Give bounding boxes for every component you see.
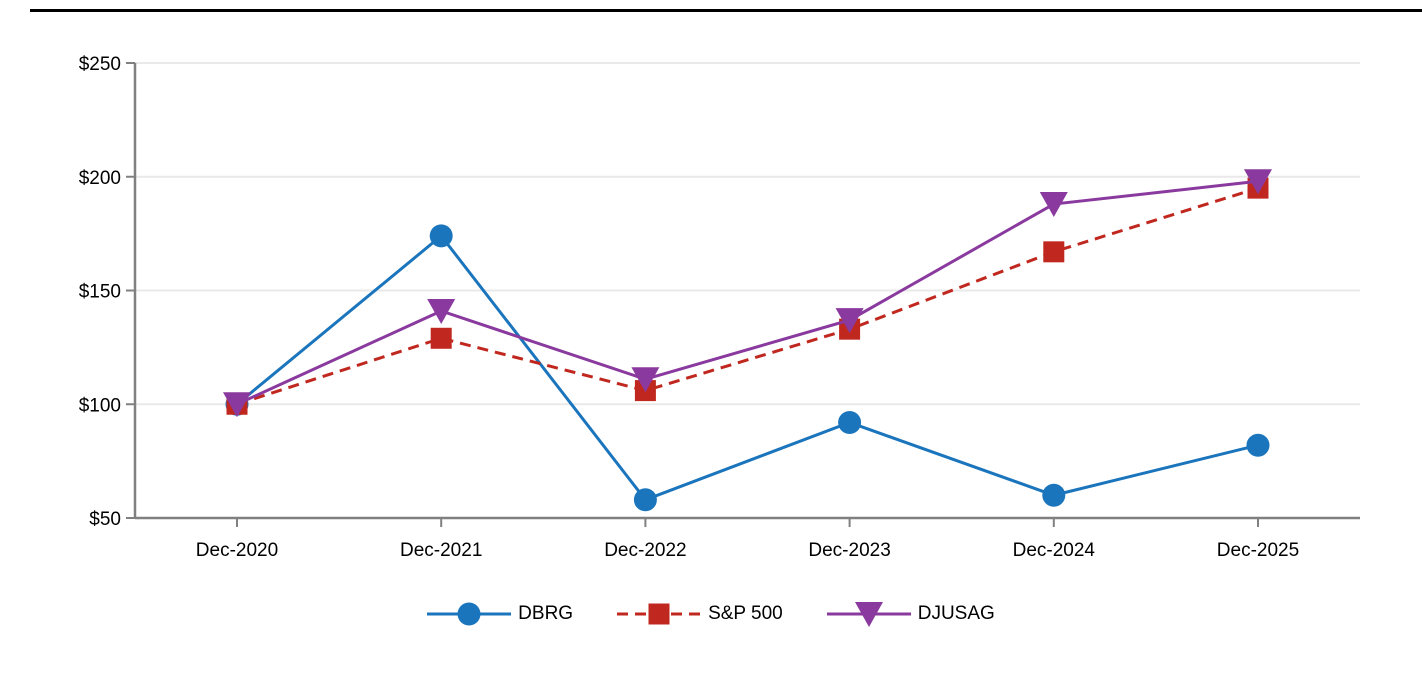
y-axis-label: $250 — [79, 54, 121, 75]
legend-label-dbrg: DBRG — [518, 603, 574, 624]
chart-legend: DBRG S&P 500 DJUSAG — [0, 596, 1422, 632]
top-divider-line — [30, 9, 1422, 12]
x-axis-label: Dec-2021 — [400, 540, 482, 561]
legend-marker-djusag — [854, 602, 883, 627]
y-axis-label: $100 — [79, 395, 121, 416]
legend-item-s-p-500: S&P 500 — [617, 599, 783, 629]
marker-dbrg-dec-2024 — [1042, 483, 1066, 507]
x-axis-label: Dec-2023 — [808, 540, 890, 561]
x-axis-label: Dec-2020 — [196, 540, 278, 561]
series-line-s-p-500 — [236, 186, 1259, 406]
marker-djusag-dec-2025 — [1244, 169, 1272, 195]
legend-marker-dbrg — [457, 602, 481, 626]
legend-swatch-dbrg — [427, 602, 512, 626]
legend-item-dbrg: DBRG — [427, 599, 573, 629]
series-dbrg — [225, 224, 1270, 512]
series-s-p-500 — [226, 177, 1269, 415]
marker-djusag-dec-2024 — [1039, 192, 1068, 218]
legend-swatch-djusag — [826, 602, 911, 627]
legend-label-djusag: DJUSAG — [917, 603, 995, 624]
legend-marker-s-p-500 — [648, 603, 670, 625]
y-axis-label: $50 — [89, 509, 121, 530]
marker-dbrg-dec-2023 — [838, 410, 862, 434]
total-return-line-chart: $50 $100 $150 $200 $250 Dec-2020 Dec-2021 Dec-2… — [79, 54, 1360, 561]
x-axis-label: Dec-2024 — [1013, 540, 1096, 561]
y-axis-label: $150 — [79, 282, 121, 303]
marker-dbrg-dec-2025 — [1246, 433, 1270, 457]
legend-item-djusag: DJUSAG — [826, 599, 995, 629]
marker-djusag-dec-2020 — [223, 392, 251, 418]
x-axis-label: Dec-2022 — [604, 540, 686, 561]
series-djusag — [223, 169, 1272, 418]
legend-swatch-s-p-500 — [617, 603, 702, 625]
series-line-djusag — [236, 179, 1259, 406]
marker-dbrg-dec-2022 — [633, 488, 657, 512]
x-axis-label: Dec-2025 — [1217, 540, 1299, 561]
marker-djusag-dec-2021 — [427, 298, 456, 324]
series-line-dbrg — [236, 233, 1259, 502]
y-axis-label: $200 — [79, 168, 121, 189]
marker-djusag-dec-2023 — [835, 308, 864, 334]
marker-djusag-dec-2022 — [631, 367, 660, 393]
marker-s-p-500-dec-2024 — [1043, 241, 1065, 263]
marker-s-p-500-dec-2021 — [430, 327, 452, 349]
marker-dbrg-dec-2021 — [429, 224, 453, 248]
legend-label-s-p-500: S&P 500 — [708, 603, 783, 624]
